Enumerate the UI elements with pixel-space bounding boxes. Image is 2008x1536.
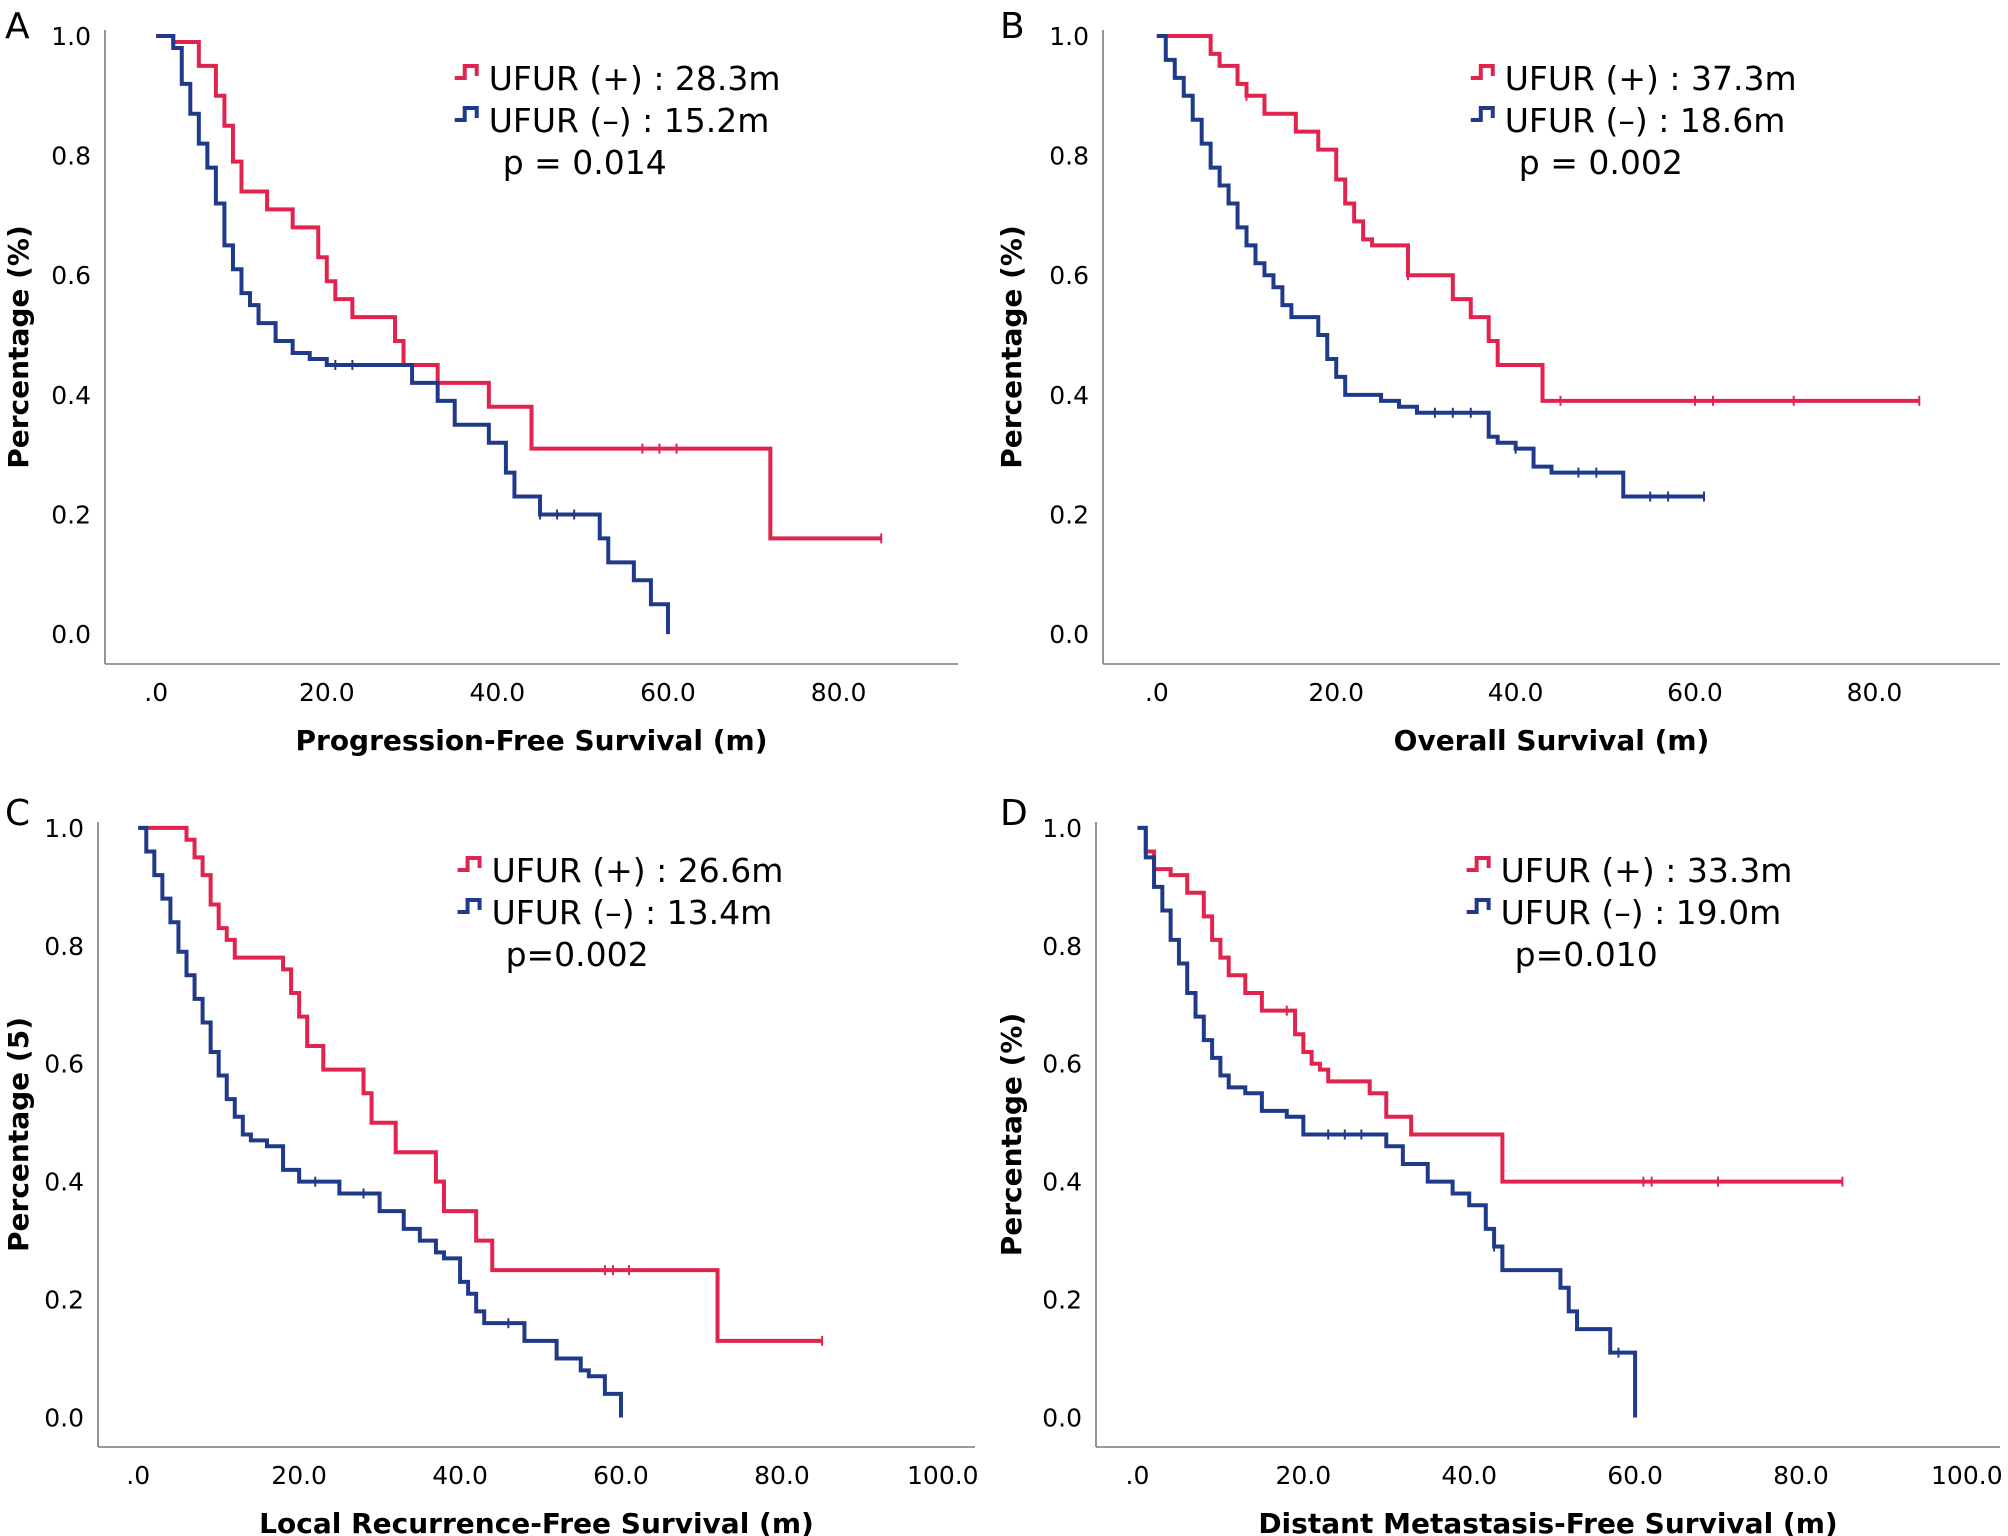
panel-b: B 0.0 0.2 0.4 0.6 0.8 1.0 .0 20.0 40.0 60.0 80.0 Ove… xyxy=(995,6,2000,757)
x-tick-label: 80.0 xyxy=(1847,678,1903,707)
y-tick-label: 1.0 xyxy=(1042,814,1082,843)
y-tick-label: 0.6 xyxy=(1049,261,1089,290)
km-curve-ufur-plus xyxy=(156,33,882,541)
panel-a: A 0.0 0.2 0.4 0.6 0.8 1.0 .0 20.0 40.0 60.0 80.0 Pro… xyxy=(2,6,958,757)
x-axis-title: Overall Survival (m) xyxy=(1394,724,1710,757)
y-tick-label: 0.8 xyxy=(1049,142,1089,171)
legend-entry: UFUR (–) : 13.4m xyxy=(492,893,773,932)
y-tick-label: 1.0 xyxy=(1049,22,1089,51)
y-tick-label: 0.6 xyxy=(44,1050,84,1079)
legend-swatch-ufur-minus xyxy=(454,106,479,122)
y-tick-label: 0.2 xyxy=(1049,500,1089,529)
y-tick-label: 0.2 xyxy=(1042,1286,1082,1315)
y-tick-label: 0.4 xyxy=(1049,381,1089,410)
x-axis-title: Distant Metastasis-Free Survival (m) xyxy=(1258,1507,1837,1536)
x-tick-label: 60.0 xyxy=(593,1461,649,1490)
panel-c: C 0.0 0.2 0.4 0.6 0.8 1.0 .0 20.0 40.0 60.0 80.0 100… xyxy=(2,793,979,1536)
legend-swatch-ufur-plus xyxy=(457,856,482,872)
legend-entry: UFUR (–) : 18.6m xyxy=(1505,101,1786,140)
panel-letter: D xyxy=(1000,793,1028,834)
x-tick-label: 80.0 xyxy=(1773,1461,1829,1490)
y-tick-label: 0.0 xyxy=(51,620,91,649)
y-tick-label: 0.4 xyxy=(1042,1168,1082,1197)
y-tick-label: 0.0 xyxy=(1049,620,1089,649)
y-tick-label: 0.8 xyxy=(44,932,84,961)
km-curve-ufur-minus xyxy=(1137,825,1638,1418)
legend-pvalue: p=0.010 xyxy=(1515,935,1658,974)
y-tick-label: 0.0 xyxy=(44,1404,84,1433)
y-tick-label: 0.4 xyxy=(51,381,91,410)
x-tick-label: 40.0 xyxy=(432,1461,488,1490)
km-curve-ufur-plus xyxy=(1137,825,1843,1184)
y-tick-label: 0.8 xyxy=(1042,932,1082,961)
legend-pvalue: p = 0.002 xyxy=(1519,143,1683,182)
legend-swatch-ufur-plus xyxy=(1470,64,1495,80)
legend-entry: UFUR (+) : 28.3m xyxy=(489,59,781,98)
x-tick-label: 20.0 xyxy=(271,1461,327,1490)
y-axis-title: Percentage (%) xyxy=(995,225,1028,469)
legend-pvalue: p=0.002 xyxy=(506,935,649,974)
x-tick-label: 20.0 xyxy=(299,678,355,707)
legend-swatch-ufur-plus xyxy=(1466,856,1491,872)
y-tick-label: 1.0 xyxy=(44,814,84,843)
y-tick-label: 0.6 xyxy=(1042,1050,1082,1079)
x-tick-label: 100.0 xyxy=(1931,1461,2003,1490)
x-tick-label: 40.0 xyxy=(1488,678,1544,707)
x-axis-title: Progression-Free Survival (m) xyxy=(295,724,767,757)
y-tick-label: 0.2 xyxy=(44,1286,84,1315)
y-axis-title: Percentage (5) xyxy=(2,1017,35,1252)
legend-entry: UFUR (+) : 26.6m xyxy=(492,851,784,890)
x-tick-label: .0 xyxy=(1145,678,1169,707)
legend-entry: UFUR (–) : 19.0m xyxy=(1501,893,1782,932)
y-tick-label: 0.4 xyxy=(44,1168,84,1197)
y-tick-label: 0.0 xyxy=(1042,1404,1082,1433)
y-tick-label: 0.8 xyxy=(51,142,91,171)
km-curve-ufur-minus xyxy=(1156,33,1704,499)
km-curve-ufur-minus xyxy=(138,825,623,1418)
x-tick-label: .0 xyxy=(1126,1461,1150,1490)
x-tick-label: 20.0 xyxy=(1276,1461,1332,1490)
x-tick-label: 40.0 xyxy=(1441,1461,1497,1490)
km-curve-ufur-minus xyxy=(156,33,670,635)
x-tick-label: 60.0 xyxy=(1667,678,1723,707)
x-tick-label: 60.0 xyxy=(640,678,696,707)
x-tick-label: 40.0 xyxy=(470,678,526,707)
y-tick-label: 0.6 xyxy=(51,261,91,290)
km-curve-ufur-plus xyxy=(1156,33,1920,403)
legend-entry: UFUR (+) : 37.3m xyxy=(1505,59,1797,98)
x-tick-label: 80.0 xyxy=(754,1461,810,1490)
legend-swatch-ufur-plus xyxy=(454,64,479,80)
panel-d: D 0.0 0.2 0.4 0.6 0.8 1.0 .0 20.0 40.0 60.0 80.0 100… xyxy=(995,793,2003,1536)
x-tick-label: 80.0 xyxy=(811,678,867,707)
x-tick-label: 20.0 xyxy=(1308,678,1364,707)
legend-swatch-ufur-minus xyxy=(1466,898,1491,914)
y-tick-label: 0.2 xyxy=(51,500,91,529)
legend-entry: UFUR (+) : 33.3m xyxy=(1501,851,1793,890)
x-tick-label: .0 xyxy=(144,678,168,707)
x-tick-label: .0 xyxy=(126,1461,150,1490)
y-axis-title: Percentage (%) xyxy=(995,1013,1028,1257)
x-tick-label: 100.0 xyxy=(907,1461,979,1490)
panel-letter: A xyxy=(5,6,30,47)
x-tick-label: 60.0 xyxy=(1607,1461,1663,1490)
y-axis-title: Percentage (%) xyxy=(2,225,35,469)
legend-swatch-ufur-minus xyxy=(457,898,482,914)
km-curve-ufur-plus xyxy=(138,825,823,1343)
x-axis-title: Local Recurrence-Free Survival (m) xyxy=(259,1507,814,1536)
legend-pvalue: p = 0.014 xyxy=(503,143,667,182)
legend-swatch-ufur-minus xyxy=(1470,106,1495,122)
legend-entry: UFUR (–) : 15.2m xyxy=(489,101,770,140)
y-tick-label: 1.0 xyxy=(51,22,91,51)
panel-letter: B xyxy=(1000,6,1025,47)
panel-letter: C xyxy=(5,793,30,834)
